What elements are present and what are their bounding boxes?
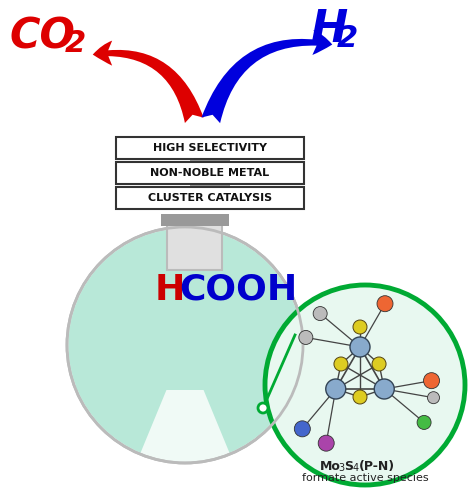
FancyArrowPatch shape <box>93 41 204 123</box>
Bar <box>167 220 222 270</box>
Circle shape <box>377 296 393 312</box>
Circle shape <box>67 227 303 463</box>
Circle shape <box>326 379 346 399</box>
Text: 2: 2 <box>337 24 358 53</box>
Text: 3: 3 <box>338 463 344 473</box>
Text: H: H <box>310 8 347 51</box>
Circle shape <box>417 415 431 430</box>
Circle shape <box>350 337 370 357</box>
Bar <box>116 162 304 184</box>
Circle shape <box>374 379 394 399</box>
Text: (P-N): (P-N) <box>359 460 395 473</box>
Circle shape <box>353 390 367 404</box>
Circle shape <box>334 357 348 371</box>
Circle shape <box>428 392 439 404</box>
Text: 2: 2 <box>65 29 86 58</box>
Text: COOH: COOH <box>179 273 297 307</box>
Circle shape <box>265 285 465 485</box>
Bar <box>116 137 304 159</box>
Text: Mo: Mo <box>320 460 341 473</box>
Bar <box>161 214 229 226</box>
Circle shape <box>318 435 334 451</box>
Circle shape <box>258 403 268 413</box>
Bar <box>190 159 230 167</box>
Bar <box>116 187 304 209</box>
Circle shape <box>299 330 313 345</box>
Circle shape <box>313 306 327 321</box>
Text: HIGH SELECTIVITY: HIGH SELECTIVITY <box>153 143 267 153</box>
Wedge shape <box>69 228 301 453</box>
Text: CO: CO <box>10 15 76 57</box>
Circle shape <box>353 320 367 334</box>
FancyArrowPatch shape <box>201 30 332 123</box>
Circle shape <box>372 357 386 371</box>
Text: H: H <box>155 273 185 307</box>
Circle shape <box>294 421 310 437</box>
Text: NON-NOBLE METAL: NON-NOBLE METAL <box>150 168 270 178</box>
Circle shape <box>424 373 439 389</box>
Text: CLUSTER CATALYSIS: CLUSTER CATALYSIS <box>148 193 272 203</box>
Text: 4: 4 <box>353 463 359 473</box>
Text: S: S <box>344 460 353 473</box>
Text: formate active species: formate active species <box>301 473 428 483</box>
Bar <box>76 345 294 390</box>
Bar <box>190 184 230 192</box>
